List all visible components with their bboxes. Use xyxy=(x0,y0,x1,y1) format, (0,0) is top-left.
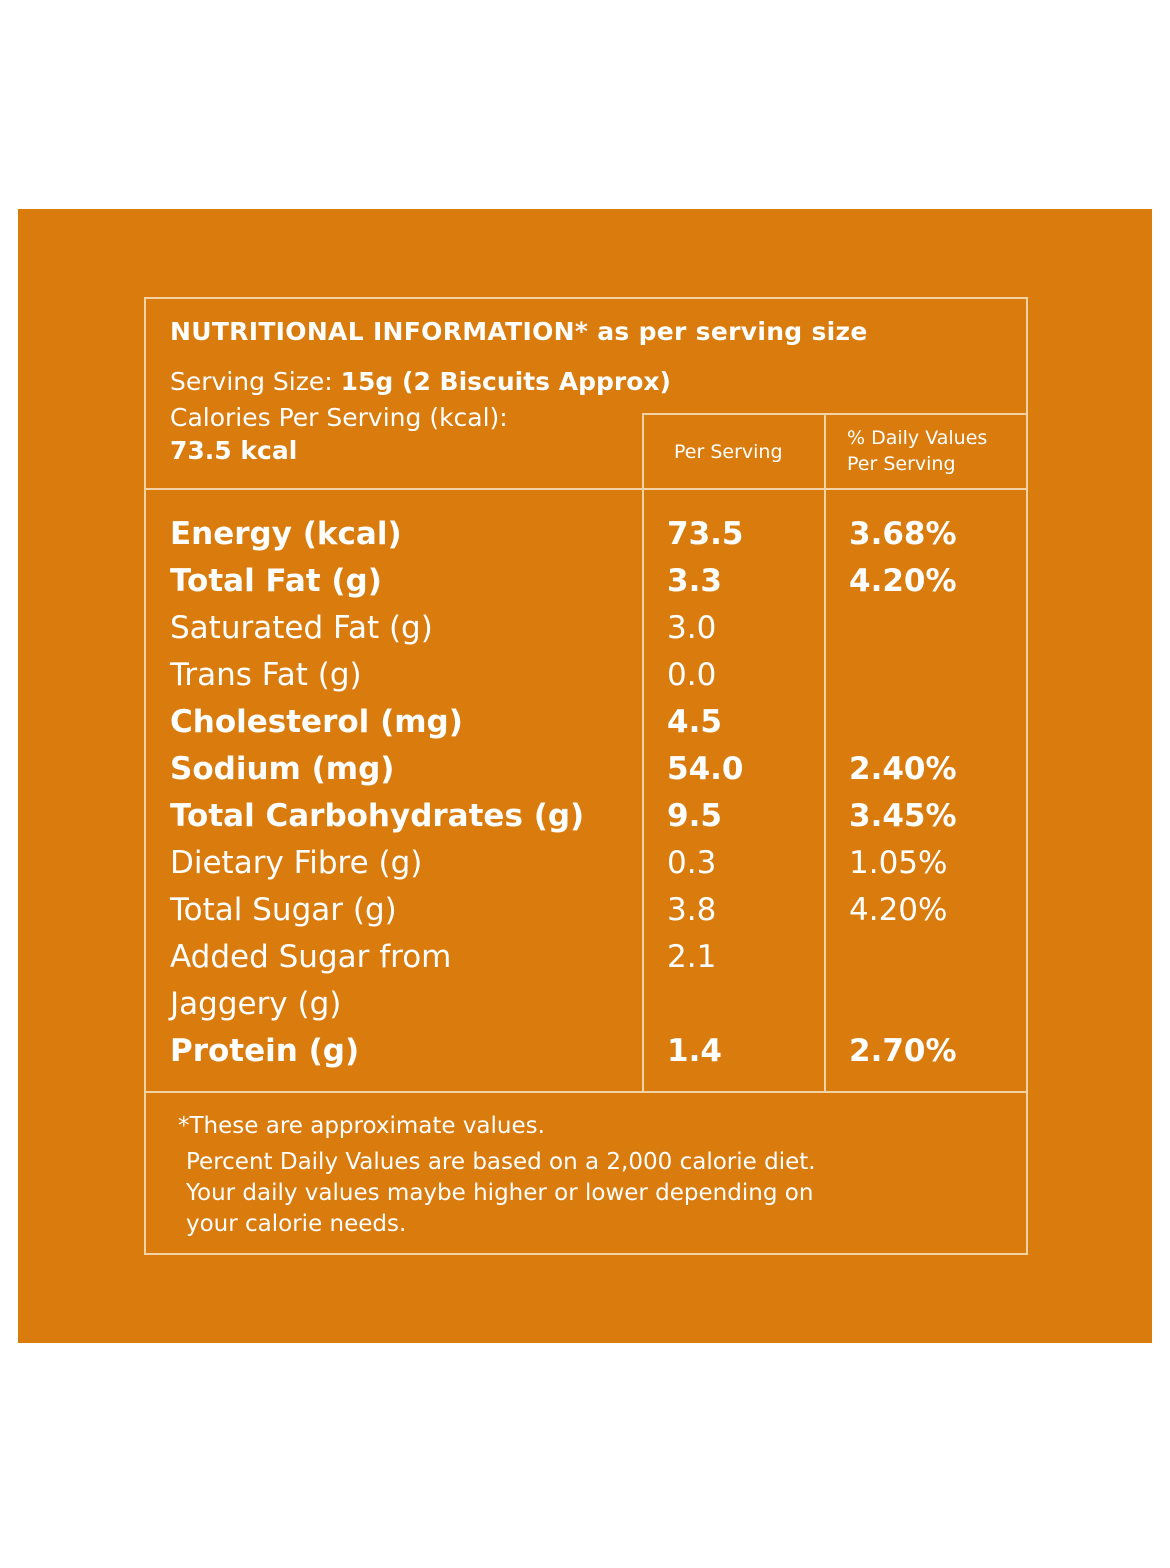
nutrient-name: Protein (g) xyxy=(170,1033,360,1069)
nutrient-name: Cholesterol (mg) xyxy=(170,704,463,740)
nutrient-name: Saturated Fat (g) xyxy=(170,610,433,646)
table-title: NUTRITIONAL INFORMATION* as per serving … xyxy=(170,317,868,346)
divider xyxy=(824,413,826,1091)
nutrient-name: Energy (kcal) xyxy=(170,516,402,552)
nutrition-table: NUTRITIONAL INFORMATION* as per serving … xyxy=(144,297,1028,1255)
nutrient-row: Total Carbohydrates (g) 9.5 3.45% xyxy=(146,793,1026,840)
footnote-line: your calorie needs. xyxy=(186,1211,407,1237)
per-serving-value: 0.0 xyxy=(667,657,717,693)
per-serving-value: 0.3 xyxy=(667,845,717,881)
footnote-line: Percent Daily Values are based on a 2,00… xyxy=(186,1149,816,1175)
divider xyxy=(146,1091,1026,1093)
daily-value-percent xyxy=(825,652,849,699)
nutrient-rows: Energy (kcal) 73.5 3.68% Total Fat (g) 3.3 4.… xyxy=(146,511,1026,1075)
per-serving-value: 1.4 xyxy=(667,1033,722,1069)
nutrient-row: Energy (kcal) 73.5 3.68% xyxy=(146,511,1026,558)
daily-value-percent: 4.20% xyxy=(849,563,957,599)
nutrient-row: Total Sugar (g) 3.8 4.20% xyxy=(146,887,1026,934)
nutrient-name: Added Sugar from Jaggery (g) xyxy=(170,939,452,1022)
nutrition-panel: NUTRITIONAL INFORMATION* as per serving … xyxy=(18,209,1152,1343)
per-serving-value: 4.5 xyxy=(667,704,722,740)
footnote-line: Your daily values maybe higher or lower … xyxy=(186,1180,814,1206)
daily-value-percent xyxy=(825,934,849,1028)
serving-size-value: 15g (2 Biscuits Approx) xyxy=(340,367,671,396)
nutrient-row: Dietary Fibre (g) 0.3 1.05% xyxy=(146,840,1026,887)
nutrient-name: Trans Fat (g) xyxy=(170,657,362,693)
divider xyxy=(146,488,1026,490)
calories-label: Calories Per Serving (kcal): xyxy=(170,403,508,432)
nutrient-row: Protein (g) 1.4 2.70% xyxy=(146,1028,1026,1075)
nutrient-row: Added Sugar from Jaggery (g) 2.1 xyxy=(146,934,1026,1028)
column-header-per-serving: Per Serving xyxy=(674,441,783,463)
serving-size-label: Serving Size: xyxy=(170,367,341,396)
daily-value-percent: 3.45% xyxy=(849,798,957,834)
nutrient-name: Sodium (mg) xyxy=(170,751,395,787)
nutrient-row: Sodium (mg) 54.0 2.40% xyxy=(146,746,1026,793)
divider xyxy=(642,413,1026,415)
dv-header-line2: Per Serving xyxy=(847,453,956,475)
nutrient-row: Total Fat (g) 3.3 4.20% xyxy=(146,558,1026,605)
dv-header-line1: % Daily Values xyxy=(847,427,988,449)
daily-value-percent: 4.20% xyxy=(849,892,948,928)
serving-size: Serving Size: 15g (2 Biscuits Approx) xyxy=(170,367,671,396)
footnote: *These are approximate values. Percent D… xyxy=(178,1111,816,1240)
daily-value-percent: 3.68% xyxy=(849,516,957,552)
nutrient-row: Cholesterol (mg) 4.5 xyxy=(146,699,1026,746)
per-serving-value: 3.0 xyxy=(667,610,717,646)
nutrient-row: Saturated Fat (g) 3.0 xyxy=(146,605,1026,652)
nutrient-name: Total Sugar (g) xyxy=(170,892,397,928)
footnote-line: *These are approximate values. xyxy=(178,1113,545,1139)
column-header-daily-values: % Daily Values Per Serving xyxy=(847,425,987,477)
nutrient-name: Total Fat (g) xyxy=(170,563,382,599)
per-serving-value: 73.5 xyxy=(667,516,744,552)
calories-per-serving: Calories Per Serving (kcal): 73.5 kcal xyxy=(170,401,508,467)
calories-value: 73.5 kcal xyxy=(170,436,298,465)
per-serving-value: 3.3 xyxy=(667,563,722,599)
daily-value-percent: 2.70% xyxy=(849,1033,957,1069)
per-serving-value: 3.8 xyxy=(667,892,717,928)
daily-value-percent xyxy=(825,699,849,746)
nutrient-name: Dietary Fibre (g) xyxy=(170,845,423,881)
per-serving-value: 54.0 xyxy=(667,751,744,787)
daily-value-percent xyxy=(825,605,849,652)
nutrient-name: Total Carbohydrates (g) xyxy=(170,798,585,834)
per-serving-value: 9.5 xyxy=(667,798,722,834)
divider xyxy=(642,413,644,1091)
daily-value-percent: 1.05% xyxy=(849,845,948,881)
daily-value-percent: 2.40% xyxy=(849,751,957,787)
nutrient-row: Trans Fat (g) 0.0 xyxy=(146,652,1026,699)
per-serving-value: 2.1 xyxy=(667,939,717,975)
